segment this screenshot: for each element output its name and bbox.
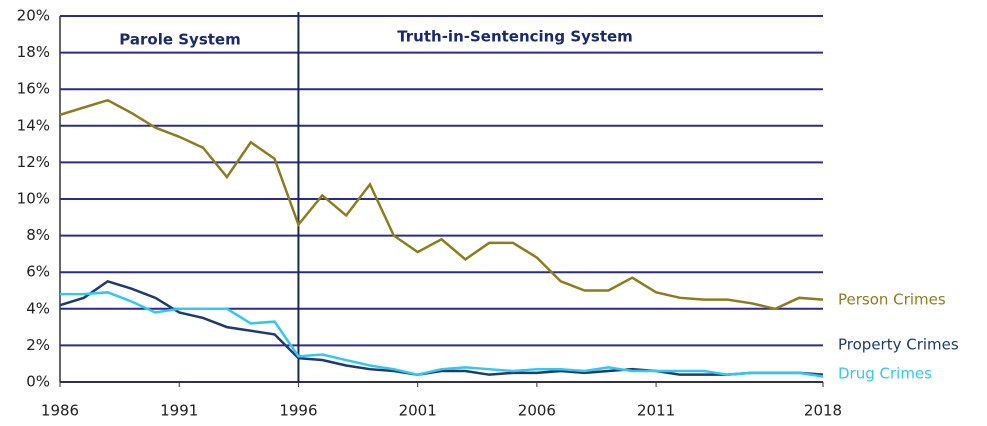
y-tick-label: 8%	[26, 226, 50, 244]
x-tick-label: 2001	[399, 402, 437, 420]
x-tick-label: 2006	[518, 402, 556, 420]
legend-label: Person Crimes	[838, 291, 946, 309]
legend-label: Drug Crimes	[838, 365, 932, 383]
x-tick-label: 1991	[160, 402, 198, 420]
series-line	[59, 279, 824, 376]
annotation: Parole System	[119, 31, 240, 49]
y-tick-label: 20%	[17, 7, 50, 25]
annotation: Truth-in-Sentencing System	[397, 28, 633, 46]
y-tick-label: 16%	[17, 80, 50, 98]
x-tick-label: 1996	[279, 402, 317, 420]
y-tick-label: 0%	[26, 373, 50, 391]
series-line	[59, 98, 824, 311]
y-tick-label: 6%	[26, 263, 50, 281]
y-tick-label: 4%	[26, 299, 50, 317]
y-tick-label: 2%	[26, 336, 50, 354]
x-tick-label: 1986	[41, 402, 79, 420]
x-tick-label: 2011	[637, 402, 675, 420]
y-tick-label: 14%	[17, 116, 50, 134]
y-tick-label: 12%	[17, 153, 50, 171]
y-tick-label: 18%	[17, 43, 50, 61]
y-tick-label: 10%	[17, 190, 50, 208]
legend-label: Property Crimes	[838, 336, 959, 354]
series-line	[60, 291, 824, 378]
x-tick-label: 2018	[804, 402, 842, 420]
